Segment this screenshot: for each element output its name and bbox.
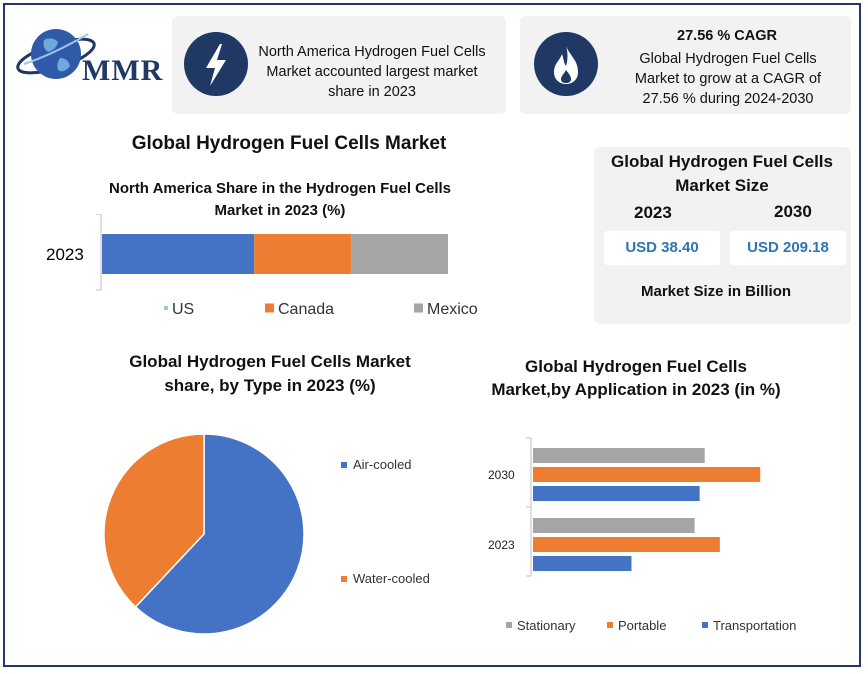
year-2023-label: 2023 <box>634 203 672 222</box>
chart3-category-label: 2030 <box>488 468 515 482</box>
lightning-icon <box>206 44 226 86</box>
chart1-legend-swatch <box>265 303 274 313</box>
value-2023: USD 38.40 <box>604 231 720 265</box>
pie-legend-label: Water-cooled <box>353 571 430 586</box>
chart1-legend-swatch <box>414 303 423 313</box>
market-size-unit: Market Size in Billion <box>640 283 792 300</box>
pie-legend-label: Air-cooled <box>353 457 412 472</box>
chart3-category-label: 2023 <box>488 538 515 552</box>
pie-slice-water-cooled <box>103 433 205 608</box>
market-size-card: Global Hydrogen Fuel Cells Market Size 2… <box>594 147 851 324</box>
main-title: Global Hydrogen Fuel Cells Market <box>131 133 447 154</box>
chart1-category-label: 2023 <box>46 245 84 264</box>
chart1-title: North America Share in the Hydrogen Fuel… <box>108 180 452 219</box>
chart1-legend-swatch <box>164 306 168 310</box>
highlight-left-text: North America Hydrogen Fuel Cells Market… <box>258 44 486 100</box>
chart3-bar-transportation <box>533 486 700 501</box>
brand-name: MMR <box>82 54 164 87</box>
chart3-bar-stationary <box>533 518 695 533</box>
chart3-legend-label: Transportation <box>713 618 796 633</box>
pie-legend-swatch <box>341 462 347 468</box>
chart3-legend-label: Stationary <box>517 618 576 633</box>
flame-icon <box>554 46 578 84</box>
north-america-share-chart: 2023 US Canada Mexico <box>46 214 478 318</box>
chart3-legend-swatch <box>506 622 512 628</box>
chart3-bar-portable <box>533 537 720 552</box>
highlight-right-text: Global Hydrogen Fuel Cells Market to gro… <box>634 51 822 107</box>
chart3-legend-swatch <box>702 622 708 628</box>
chart3-title: Global Hydrogen Fuel Cells Market,by App… <box>491 357 781 399</box>
chart1-bar-us <box>102 234 255 274</box>
type-share-pie-chart: Air-cooled Water-cooled <box>103 433 430 635</box>
lightning-icon-badge <box>184 32 248 96</box>
flame-icon-badge <box>534 32 598 96</box>
chart1-bar-canada <box>254 234 352 274</box>
application-share-chart: 2030 2023 Stationary Portable Transportation <box>488 437 796 633</box>
chart3-legend-swatch <box>607 622 613 628</box>
globe-icon <box>16 29 96 79</box>
pie-slice-air-cooled <box>134 433 305 635</box>
year-2030-label: 2030 <box>774 202 812 221</box>
pie-legend-swatch <box>341 576 347 582</box>
chart1-bar-mexico <box>351 234 448 274</box>
chart3-bar-portable <box>533 467 761 482</box>
chart1-legend-label: Mexico <box>427 301 478 318</box>
highlight-card-right: 27.56 % CAGR Global Hydrogen Fuel Cells … <box>520 16 851 114</box>
chart3-bar-transportation <box>533 556 632 571</box>
value-2030: USD 209.18 <box>730 231 846 265</box>
chart2-title: Global Hydrogen Fuel Cells Market share,… <box>129 352 411 395</box>
chart3-bar-stationary <box>533 448 705 463</box>
chart1-legend-label: Canada <box>278 301 334 318</box>
highlight-card-left: North America Hydrogen Fuel Cells Market… <box>172 16 506 114</box>
chart3-legend-label: Portable <box>618 618 666 633</box>
cagr-title: 27.56 % CAGR <box>677 28 777 44</box>
brand-logo: MMR <box>14 20 174 90</box>
chart1-legend-label: US <box>172 301 194 318</box>
market-size-title: Global Hydrogen Fuel Cells Market Size <box>611 152 833 195</box>
